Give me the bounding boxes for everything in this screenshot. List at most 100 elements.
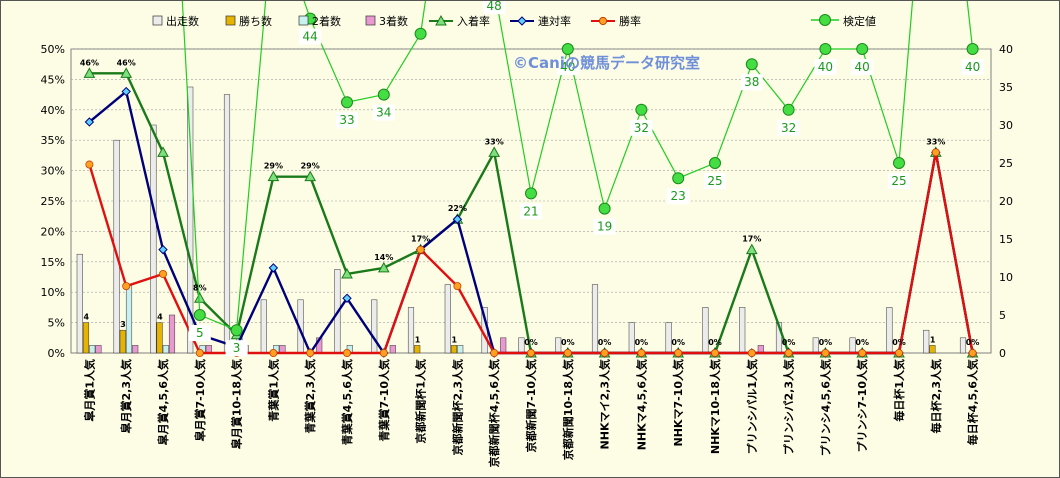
point-勝率 [600, 348, 609, 357]
win-count-label: 4 [84, 313, 90, 322]
legend-marker [819, 14, 831, 26]
y-left-tick-label: 45% [41, 73, 65, 86]
bar-出走数 [223, 94, 231, 354]
bar-出走数 [923, 329, 930, 354]
x-category-label: 京都新聞杯4,5,6人気 [487, 359, 501, 467]
kentei-label: 40 [560, 60, 575, 74]
watermark: ©Caniの競馬データ研究室 [513, 54, 700, 72]
x-category-label: 皐月賞1人気 [82, 359, 96, 422]
x-category-label: NHKマ4,5,6人気 [634, 359, 648, 450]
legend-marker [598, 16, 608, 26]
kentei-label-bg [814, 59, 837, 75]
legend-label: 3着数 [379, 14, 408, 28]
kentei-label: 33 [339, 113, 354, 127]
y-right-tick-label: 0 [999, 347, 1006, 360]
bar-3着数 [389, 345, 396, 354]
legend-marker [517, 16, 527, 26]
bar-3着数 [95, 345, 102, 354]
point-検定値 [635, 103, 648, 116]
y-right-tick-label: 15 [999, 233, 1013, 246]
bar-勝ち数 [156, 322, 163, 354]
legend-label: 連対率 [538, 14, 571, 28]
rate-label: 33% [485, 137, 504, 146]
bar-勝ち数 [450, 345, 458, 354]
point-勝率 [122, 282, 131, 291]
x-category-label: 青葉賞1人気 [266, 359, 280, 422]
point-勝率 [527, 348, 536, 357]
kentei-label: 21 [523, 204, 538, 218]
x-category-label: NHKマ7-10人気 [671, 359, 685, 446]
rate-label: 0% [708, 338, 722, 347]
rate-label: 17% [742, 235, 761, 244]
rate-label: 0% [561, 338, 575, 347]
kentei-label: 25 [891, 174, 906, 188]
bar-勝ち数 [929, 345, 936, 354]
rate-label: 0% [671, 338, 685, 347]
point-勝率 [637, 348, 646, 357]
point-検定値 [966, 43, 979, 55]
kentei-label: 40 [818, 60, 833, 74]
point-検定値 [341, 96, 353, 109]
kentei-label: 5 [196, 326, 204, 340]
kentei-label: 48 [487, 1, 502, 13]
y-left-tick-label: 10% [41, 286, 65, 299]
point-検定値 [709, 157, 721, 169]
x-category-label: プリンシパ2,3人気 [782, 359, 796, 455]
axes: 0%5%10%15%20%25%30%35%40%45%50%051015202… [41, 43, 1013, 467]
y-right-tick-label: 35 [999, 81, 1013, 94]
point-入着率 [193, 292, 206, 303]
point-勝率 [342, 348, 351, 357]
legend-swatch [152, 15, 163, 26]
point-検定値 [193, 309, 206, 321]
legend-item: 3着数 [365, 14, 408, 28]
rate-label: 8% [193, 283, 207, 292]
legend-label: 勝率 [619, 14, 641, 28]
point-勝率 [784, 348, 793, 357]
legend-label: 勝ち数 [239, 14, 272, 28]
rate-label: 33% [926, 137, 945, 146]
bar-出走数 [739, 307, 746, 354]
point-連対率 [342, 293, 352, 303]
y-left-tick-label: 25% [41, 195, 65, 208]
x-category-label: 皐月賞2,3人気 [119, 359, 133, 434]
point-勝率 [674, 348, 683, 357]
y-left-tick-label: 0% [48, 347, 65, 360]
point-勝率 [563, 348, 572, 357]
point-入着率 [304, 170, 317, 182]
point-勝率 [931, 148, 940, 157]
lines [83, 1, 979, 358]
kentei-label: 40 [965, 60, 980, 74]
x-category-label: プリンシパル1人気 [745, 359, 759, 454]
x-category-label: 毎日杯1人気 [892, 359, 906, 422]
legend-label: 出走数 [166, 14, 199, 28]
y-right-tick-label: 5 [999, 309, 1006, 322]
rate-label: 17% [411, 235, 430, 244]
kentei-label: 44 [303, 30, 318, 44]
point-勝率 [85, 160, 94, 169]
legend: 出走数 勝ち数 2着数 3着数 入着率 連対率 勝率 検定値 [152, 14, 876, 28]
point-入着率 [341, 267, 353, 279]
bar-2着数 [162, 345, 169, 354]
kentei-label: 23 [671, 189, 686, 203]
bar-出走数 [260, 299, 267, 354]
point-連対率 [452, 214, 463, 224]
rate-label: 46% [80, 58, 99, 67]
x-category-label: 京都新聞杯2,3人気 [450, 359, 464, 456]
kentei-label-bg [299, 28, 322, 45]
rate-label: 22% [448, 204, 467, 213]
kentei-label-bg [593, 218, 616, 235]
kentei-label-bg [556, 59, 579, 75]
x-category-label: 青葉賞4,5,6人気 [340, 359, 354, 445]
x-category-label: 青葉賞2,3人気 [303, 359, 317, 434]
kentei-label: 34 [376, 106, 391, 120]
x-category-label: 皐月賞10-18人気 [230, 359, 244, 449]
bar-2着数 [125, 284, 133, 354]
legend-label: 入着率 [457, 14, 490, 28]
x-category-label: NHKマイ2,3人気 [598, 359, 612, 449]
kentei-label-bg [372, 104, 395, 121]
kentei-label-bg [188, 325, 211, 341]
point-検定値 [414, 27, 427, 40]
point-入着率 [120, 67, 133, 78]
point-入着率 [83, 67, 96, 78]
bar-出走数 [150, 124, 157, 354]
